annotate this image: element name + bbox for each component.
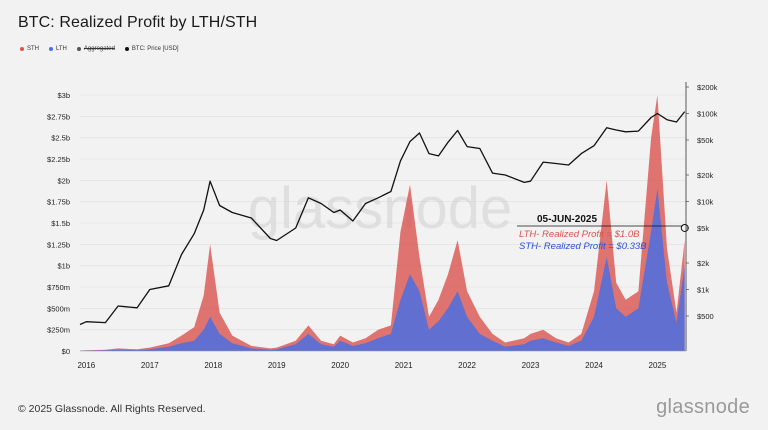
- legend-item-lth[interactable]: LTH: [49, 46, 67, 52]
- x-tick-label: 2016: [77, 361, 95, 370]
- legend-dot-icon: [76, 47, 81, 51]
- x-tick-label: 2022: [458, 361, 476, 370]
- y-right-tick-label: $500: [697, 312, 714, 321]
- copyright-footer: © 2025 Glassnode. All Rights Reserved.: [18, 403, 206, 415]
- y-left-tick-label: $1b: [57, 262, 70, 271]
- legend-dot-icon: [49, 47, 53, 51]
- y-left-tick-label: $2.25b: [47, 155, 70, 164]
- y-left-tick-label: $2.5b: [51, 134, 70, 143]
- x-tick-label: 2021: [395, 361, 413, 370]
- y-left-tick-label: $3b: [57, 91, 70, 100]
- x-tick-label: 2020: [331, 361, 349, 370]
- legend-item-sth[interactable]: STH: [20, 46, 39, 52]
- chart-title: BTC: Realized Profit by LTH/STH: [18, 14, 258, 31]
- legend-label: LTH: [56, 46, 67, 52]
- y-left-tick-label: $1.75b: [47, 198, 70, 207]
- x-tick-label: 2018: [204, 361, 222, 370]
- y-right-tick-label: $10k: [697, 197, 714, 206]
- legend-label: STH: [27, 46, 39, 52]
- y-right-tick-label: $20k: [697, 171, 714, 180]
- y-left-tick-label: $2b: [57, 176, 70, 185]
- y-left-tick-label: $1.25b: [47, 240, 70, 249]
- legend-item-btc-price-usd[interactable]: BTC: Price [USD]: [124, 46, 179, 52]
- y-right-tick-label: $100k: [697, 109, 718, 118]
- x-tick-label: 2025: [649, 361, 667, 370]
- x-tick-label: 2019: [268, 361, 286, 370]
- x-tick-label: 2024: [585, 361, 603, 370]
- y-right-tick-label: $1k: [697, 285, 709, 294]
- legend-label: Aggregated: [83, 46, 115, 52]
- btc-price-line: [79, 111, 686, 326]
- y-left-tick-label: $1.5b: [51, 219, 70, 228]
- annotation-date: 05-JUN-2025: [537, 214, 597, 225]
- annotation-marker: [680, 223, 689, 232]
- brand-logo: glassnode: [656, 396, 750, 418]
- y-left-tick-label: $250m: [47, 326, 70, 335]
- y-left-tick-label: $500m: [47, 304, 70, 313]
- legend-label: BTC: Price [USD]: [131, 46, 179, 52]
- legend-dot-icon: [124, 47, 129, 51]
- x-tick-label: 2017: [141, 361, 159, 370]
- annotation-sth: STH- Realized Profit = $0.33B: [519, 241, 647, 252]
- y-right-tick-label: $200k: [697, 83, 718, 92]
- lth-area: [80, 188, 685, 351]
- legend-item-aggregated[interactable]: Aggregated: [76, 46, 115, 52]
- y-right-tick-label: $50k: [697, 136, 714, 145]
- legend-dot-icon: [20, 47, 24, 51]
- chart-legend: STH LTH Aggregated BTC: Price [USD]: [20, 46, 179, 52]
- chart-canvas: $0 $250m $500m $750m $1b $1.25b $1.5b $1.75b $2b…: [47, 82, 718, 370]
- y-left-tick-label: $750m: [47, 283, 70, 292]
- y-right-tick-label: $2k: [697, 259, 709, 268]
- annotation-lth: LTH- Realized Profit = $1.0B: [519, 229, 640, 240]
- x-tick-label: 2023: [522, 361, 540, 370]
- y-right-tick-label: $5k: [697, 224, 709, 233]
- y-left-tick-label: $2.75b: [47, 112, 70, 121]
- watermark: glassnode: [248, 176, 512, 241]
- y-left-tick-label: $0: [62, 347, 70, 356]
